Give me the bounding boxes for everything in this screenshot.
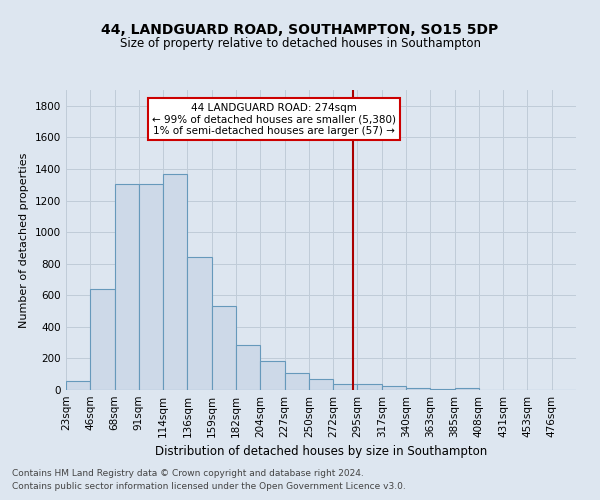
Bar [358, 384, 382, 390]
Text: 44, LANDGUARD ROAD, SOUTHAMPTON, SO15 5DP: 44, LANDGUARD ROAD, SOUTHAMPTON, SO15 5D… [101, 22, 499, 36]
Bar [455, 388, 479, 390]
Bar [139, 184, 163, 390]
Bar [309, 379, 333, 390]
Bar [236, 345, 260, 390]
Bar [284, 372, 309, 390]
Bar [115, 184, 139, 390]
Bar [90, 289, 115, 390]
Text: 44 LANDGUARD ROAD: 274sqm
← 99% of detached houses are smaller (5,380)
1% of sem: 44 LANDGUARD ROAD: 274sqm ← 99% of detac… [152, 102, 396, 136]
X-axis label: Distribution of detached houses by size in Southampton: Distribution of detached houses by size … [155, 446, 487, 458]
Bar [212, 306, 236, 390]
Bar [260, 361, 284, 390]
Bar [66, 382, 90, 390]
Bar [187, 256, 212, 390]
Bar [430, 389, 455, 390]
Bar [333, 384, 358, 390]
Bar [382, 386, 406, 390]
Y-axis label: Number of detached properties: Number of detached properties [19, 152, 29, 328]
Text: Contains public sector information licensed under the Open Government Licence v3: Contains public sector information licen… [12, 482, 406, 491]
Bar [163, 174, 187, 390]
Bar [406, 388, 430, 390]
Text: Size of property relative to detached houses in Southampton: Size of property relative to detached ho… [119, 38, 481, 51]
Text: Contains HM Land Registry data © Crown copyright and database right 2024.: Contains HM Land Registry data © Crown c… [12, 468, 364, 477]
